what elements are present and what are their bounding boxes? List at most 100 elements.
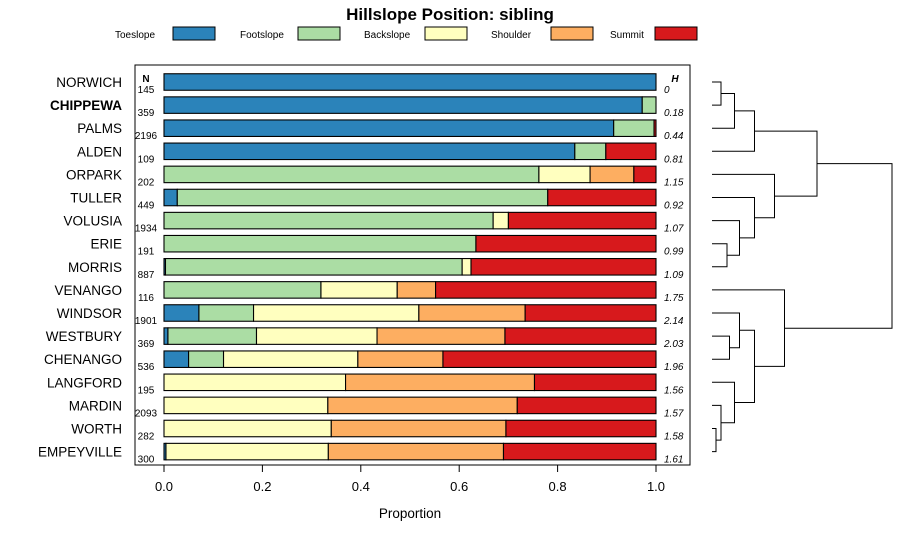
- bar-segment-summit: [533, 373, 657, 392]
- bar-segment-footslope: [163, 165, 540, 184]
- legend-swatch-shoulder: [550, 26, 594, 41]
- bar-row-erie: ERIE 191 0.99: [90, 234, 684, 258]
- h-value: 1.58: [664, 432, 684, 443]
- bar-segment-shoulder: [357, 350, 444, 369]
- n-value: 359: [138, 108, 155, 119]
- dendrogram-link: [712, 289, 785, 367]
- h-value: 1.56: [664, 385, 684, 396]
- h-value: 0.92: [664, 201, 684, 212]
- n-value: 109: [138, 154, 155, 165]
- h-value: 2.14: [663, 316, 684, 327]
- dendrogram-link: [712, 173, 775, 219]
- bar-segment-summit: [505, 419, 657, 438]
- bar-segment-toeslope: [163, 96, 643, 114]
- soil-label: WINDSOR: [57, 306, 122, 321]
- bar-segment-summit: [507, 211, 657, 230]
- bar-segment-toeslope: [163, 119, 615, 137]
- h-value: 1.57: [664, 408, 684, 419]
- bar-segment-footslope: [188, 350, 225, 369]
- bar-segment-backslope: [461, 257, 472, 276]
- bar-segment-toeslope: [163, 350, 190, 369]
- n-value: 202: [138, 177, 155, 188]
- dendrogram-link: [712, 220, 740, 256]
- n-value: 1934: [135, 224, 158, 235]
- bar-segment-summit: [475, 234, 657, 253]
- bar-segment-footslope: [164, 257, 463, 276]
- bar-segment-summit: [435, 281, 657, 299]
- soil-label: CHIPPEWA: [50, 98, 122, 113]
- bar-segment-backslope: [222, 350, 359, 369]
- bar-segment-summit: [547, 188, 657, 207]
- dendrogram-link: [712, 197, 755, 239]
- bar-segment-toeslope: [163, 304, 200, 322]
- n-value: 282: [138, 432, 155, 443]
- bar-segment-backslope: [165, 442, 329, 461]
- dendrogram-link: [712, 93, 735, 129]
- h-value: 0.99: [664, 247, 684, 258]
- dendrogram-link: [712, 81, 722, 106]
- soil-label: MARDIN: [69, 398, 122, 413]
- n-value: 116: [138, 293, 154, 304]
- bar-row-westbury: WESTBURY 369 2.03: [46, 327, 684, 350]
- bar-row-orpark: ORPARK 202 1.15: [66, 165, 684, 188]
- bar-segment-backslope: [252, 304, 420, 322]
- bar-row-chippewa: CHIPPEWA 359 0.18: [50, 96, 684, 119]
- legend-label-backslope: Backslope: [364, 30, 411, 41]
- n-value: 887: [138, 270, 155, 281]
- h-value: 0.44: [664, 131, 684, 142]
- bar-segment-backslope: [255, 327, 378, 345]
- bar-segment-footslope: [167, 327, 258, 345]
- dendrogram-link: [712, 335, 730, 360]
- h-value: 1.61: [664, 455, 683, 466]
- soil-label: NORWICH: [56, 75, 122, 90]
- x-axis: 0.0 0.2 0.4 0.6 0.8 1.0: [155, 465, 665, 494]
- soil-label: ORPARK: [66, 167, 122, 182]
- soil-label: WORTH: [71, 422, 122, 437]
- bar-segment-backslope: [163, 396, 329, 415]
- legend: Toeslope Footslope Backslope Shoulder Summit: [115, 26, 698, 41]
- soil-label: VENANGO: [54, 283, 122, 298]
- x-tick-label: 0.8: [549, 479, 567, 494]
- bar-segment-shoulder: [344, 373, 536, 392]
- bar-segment-summit: [470, 257, 657, 276]
- soil-label: ALDEN: [77, 144, 122, 159]
- x-tick-label: 0.4: [352, 479, 370, 494]
- bar-segment-summit: [633, 165, 657, 184]
- bar-segment-toeslope: [163, 188, 178, 207]
- bar-segment-toeslope: [163, 142, 576, 161]
- bar-segment-summit: [504, 327, 657, 345]
- x-tick-label: 0.6: [450, 479, 468, 494]
- h-value: 1.07: [664, 224, 684, 235]
- bar-segment-shoulder: [396, 281, 437, 299]
- x-axis-title: Proportion: [379, 506, 441, 521]
- bar-segment-footslope: [163, 211, 494, 230]
- legend-swatch-toeslope: [172, 26, 216, 41]
- bar-row-tuller: TULLER 449 0.92: [70, 188, 684, 212]
- n-value: 536: [138, 362, 155, 373]
- h-value: 0.18: [664, 108, 684, 119]
- legend-swatch-summit: [654, 26, 698, 41]
- bar-segment-shoulder: [327, 442, 505, 461]
- bar-segment-shoulder: [330, 419, 507, 438]
- bar-row-windsor: WINDSOR 1901 2.14: [57, 304, 684, 327]
- soil-label: ERIE: [90, 237, 122, 252]
- bar-segment-summit: [653, 119, 657, 137]
- soil-label: LANGFORD: [47, 375, 122, 390]
- h-value: 1.96: [664, 362, 684, 373]
- legend-label-shoulder: Shoulder: [491, 30, 532, 41]
- bar-segment-summit: [442, 350, 657, 369]
- bar-segment-footslope: [198, 304, 255, 322]
- soil-label: VOLUSIA: [63, 214, 122, 229]
- bar-segment-footslope: [641, 96, 657, 114]
- h-value: 1.15: [664, 177, 684, 188]
- dendrogram-link: [712, 428, 717, 453]
- bar-segment-footslope: [176, 188, 549, 207]
- bar-row-norwich: NORWICH 145 0: [56, 73, 670, 96]
- soil-label: MORRIS: [68, 260, 122, 275]
- bar-segment-backslope: [163, 373, 347, 392]
- bar-row-venango: VENANGO 116 1.75: [54, 281, 684, 304]
- bar-segment-backslope: [163, 419, 332, 438]
- bar-segment-shoulder: [327, 396, 518, 415]
